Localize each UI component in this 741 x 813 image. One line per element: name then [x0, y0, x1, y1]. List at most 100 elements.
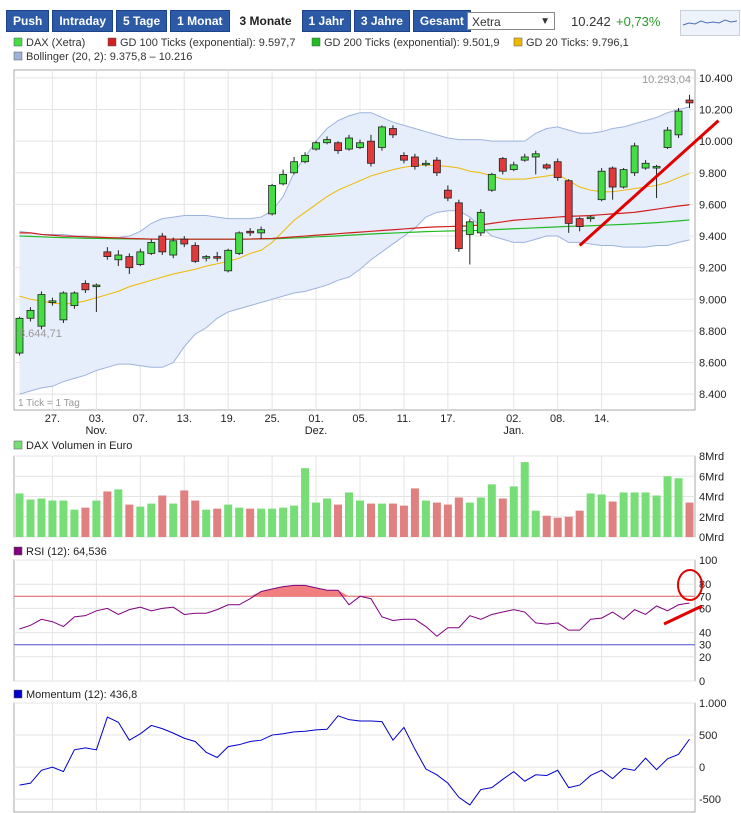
- rsi-circle-annotation: [677, 569, 703, 601]
- candle: [81, 283, 90, 291]
- volume-bar: [279, 507, 288, 537]
- price-y-tick-label: 9.000: [699, 294, 727, 306]
- candle: [323, 139, 331, 144]
- volume-bar: [674, 478, 683, 537]
- tab-3-monate[interactable]: 3 Monate: [232, 10, 299, 32]
- candle: [400, 154, 408, 161]
- x-tick-label: 17.: [440, 413, 455, 425]
- candle: [125, 256, 134, 269]
- candle: [652, 166, 661, 169]
- x-tick-sublabel: Jan.: [503, 425, 524, 437]
- volume-chart: DAX Volumen in Euro 0Mrd 2Mrd 4Mrd 6Mrd 8Mrd: [13, 440, 724, 544]
- x-tick-label: 14.: [594, 413, 609, 425]
- rsi-y-tick-label: 30: [699, 640, 711, 652]
- volume-bar: [366, 503, 375, 537]
- legend-label: GD 200 Ticks (exponential): 9.501,9: [324, 37, 499, 49]
- volume-bar: [81, 507, 90, 537]
- momentum-title: Momentum (12): 436,8: [26, 689, 137, 701]
- candle: [619, 169, 628, 188]
- volume-bar: [235, 507, 244, 537]
- volume-bar: [498, 498, 507, 537]
- rsi-legend-swatch: [13, 546, 23, 556]
- chevron-down-icon: ▼: [540, 16, 550, 27]
- tab-1-jahr[interactable]: 1 Jahr: [301, 10, 351, 32]
- candle: [202, 256, 211, 259]
- tab-1-monat[interactable]: 1 Monat: [170, 10, 230, 32]
- rsi-title: RSI (12): 64,536: [26, 546, 107, 558]
- mini-chart-thumbnail[interactable]: [680, 10, 740, 36]
- volume-bar: [586, 493, 595, 537]
- price-y-tick-label: 10.200: [699, 105, 733, 117]
- candle: [476, 211, 485, 234]
- tab-intraday[interactable]: Intraday: [52, 10, 114, 32]
- legend-label: DAX (Xetra): [26, 37, 85, 49]
- tab-push[interactable]: Push: [6, 10, 50, 32]
- x-tick-label: 05.: [352, 413, 367, 425]
- tab-5-tage[interactable]: 5 Tage: [116, 10, 168, 32]
- momentum-panel-frame: [13, 702, 696, 813]
- momentum-legend-swatch: [13, 689, 23, 699]
- x-tick-label: 11.: [397, 413, 411, 425]
- volume-bar: [213, 508, 222, 537]
- candle: [246, 230, 255, 234]
- legend-swatch: [13, 51, 23, 61]
- volume-bar: [608, 501, 617, 537]
- volume-bar: [575, 510, 584, 537]
- candle: [169, 240, 178, 256]
- tab-gesamt[interactable]: Gesamt: [412, 10, 471, 32]
- volume-bar: [334, 504, 343, 537]
- candle: [597, 170, 606, 201]
- price-change: +0,73%: [616, 14, 661, 29]
- candle: [15, 317, 24, 354]
- candle: [312, 142, 320, 150]
- price-y-tick-label: 9.200: [699, 263, 727, 275]
- x-tick-label: 01.: [308, 413, 323, 425]
- candle: [26, 309, 35, 319]
- candle: [586, 216, 595, 220]
- volume-y-tick-label: 4Mrd: [699, 492, 724, 504]
- price-y-tick-label: 8.800: [699, 326, 727, 338]
- volume-bar: [26, 499, 35, 537]
- candle: [268, 185, 277, 215]
- volume-bar: [114, 489, 123, 537]
- candle: [103, 251, 112, 258]
- exchange-select[interactable]: Xetra ▼: [467, 12, 555, 30]
- x-tick-label: 03.: [89, 413, 104, 425]
- candle: [630, 145, 639, 174]
- volume-y-tick-label: 6Mrd: [699, 471, 724, 483]
- trendline-annotation: [578, 119, 720, 247]
- candle: [443, 189, 452, 199]
- volume-bar: [685, 502, 694, 537]
- volume-bar: [290, 505, 299, 537]
- x-tick-label: 27.: [45, 413, 60, 425]
- volume-y-tick-label: 2Mrd: [699, 512, 724, 524]
- rsi-y-tick-label: 40: [699, 628, 711, 640]
- volume-bar: [652, 495, 661, 537]
- candle: [520, 156, 529, 161]
- volume-bar: [37, 498, 46, 537]
- x-tick-sublabel: Dez.: [305, 425, 328, 437]
- legend-swatch: [107, 37, 117, 47]
- candle: [432, 159, 441, 174]
- volume-bar: [257, 508, 266, 537]
- volume-bar: [191, 500, 200, 537]
- candle: [191, 245, 200, 262]
- candle: [213, 256, 222, 259]
- timeframe-tabs: Push Intraday 5 Tage 1 Monat 3 Monate 1 …: [6, 10, 471, 32]
- price-y-tick-label: 9.600: [699, 199, 727, 211]
- candle: [608, 167, 617, 188]
- price-y-tick-label: 9.400: [699, 231, 727, 243]
- candle: [531, 153, 540, 158]
- candle: [575, 218, 584, 227]
- tick-footnote: 1 Tick = 1 Tag: [18, 398, 80, 409]
- tab-3-jahre[interactable]: 3 Jahre: [353, 10, 410, 32]
- candle: [454, 202, 463, 250]
- candle: [290, 161, 298, 174]
- price-y-tick-label: 8.600: [699, 358, 727, 370]
- volume-bar: [443, 504, 452, 537]
- legend-label: GD 20 Ticks: 9.796,1: [526, 37, 629, 49]
- candle: [663, 129, 672, 148]
- volume-title: DAX Volumen in Euro: [26, 440, 132, 452]
- rsi-y-tick-label: 70: [699, 591, 711, 603]
- candle: [180, 238, 189, 245]
